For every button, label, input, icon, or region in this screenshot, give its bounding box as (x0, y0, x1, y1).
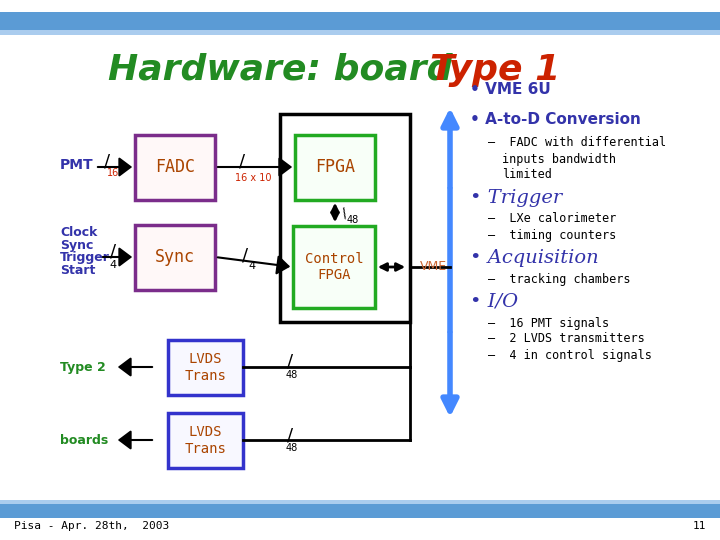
Bar (0, 30, 720, 35)
Bar (0, 504, 720, 518)
Text: 11: 11 (693, 521, 706, 531)
Text: 48: 48 (347, 215, 359, 225)
Text: LVDS
Trans: LVDS Trans (184, 426, 226, 456)
Text: /: / (287, 426, 293, 444)
Text: 16: 16 (107, 168, 119, 178)
Text: • Acquisition: • Acquisition (470, 249, 598, 267)
Text: /: / (287, 353, 293, 371)
Text: Sync: Sync (155, 248, 195, 267)
Text: • A-to-D Conversion: • A-to-D Conversion (470, 112, 641, 127)
Text: 4: 4 (248, 261, 256, 271)
Text: Type 2: Type 2 (60, 361, 106, 374)
Text: limited: limited (502, 168, 552, 181)
Text: VME: VME (420, 260, 447, 273)
Text: –  4 in control signals: – 4 in control signals (488, 348, 652, 361)
Bar (295, 135, 375, 200)
Text: Control
FPGA: Control FPGA (305, 252, 364, 282)
Text: –  timing counters: – timing counters (488, 228, 616, 241)
Text: Hardware: board: Hardware: board (108, 53, 465, 87)
Text: PMT: PMT (60, 158, 94, 172)
Bar (168, 413, 243, 468)
Text: • VME 6U: • VME 6U (470, 83, 551, 98)
Text: Sync: Sync (60, 239, 94, 252)
Text: 48: 48 (286, 443, 298, 453)
Text: –  LXe calorimeter: – LXe calorimeter (488, 213, 616, 226)
Bar (280, 114, 410, 322)
Text: • I/O: • I/O (470, 293, 518, 311)
Text: /: / (242, 246, 248, 264)
Text: /: / (239, 153, 245, 171)
Text: 16 x 10: 16 x 10 (235, 173, 271, 183)
Text: Start: Start (60, 265, 95, 278)
Text: /: / (110, 243, 116, 261)
Text: 4: 4 (109, 260, 117, 270)
Text: –  2 LVDS transmitters: – 2 LVDS transmitters (488, 333, 644, 346)
Text: FPGA: FPGA (315, 159, 355, 177)
Text: Clock: Clock (60, 226, 97, 239)
Text: Pisa - Apr. 28th,  2003: Pisa - Apr. 28th, 2003 (14, 521, 169, 531)
Text: Type 1: Type 1 (430, 53, 560, 87)
Bar (168, 340, 243, 395)
Text: –  tracking chambers: – tracking chambers (488, 273, 631, 286)
Text: /: / (104, 153, 110, 171)
Bar (135, 135, 215, 200)
Text: LVDS
Trans: LVDS Trans (184, 353, 226, 383)
Bar (293, 226, 375, 308)
Text: • Trigger: • Trigger (470, 189, 562, 207)
Text: inputs bandwidth: inputs bandwidth (502, 152, 616, 165)
Text: boards: boards (60, 434, 108, 447)
Bar (0, 500, 720, 504)
Text: FADC: FADC (155, 159, 195, 177)
Text: Trigger: Trigger (60, 252, 110, 265)
Text: /: / (340, 206, 350, 220)
Text: –  FADC with differential: – FADC with differential (488, 137, 666, 150)
Text: –  16 PMT signals: – 16 PMT signals (488, 316, 609, 329)
Bar (0, 12, 720, 30)
Bar (135, 225, 215, 290)
Text: 48: 48 (286, 370, 298, 380)
